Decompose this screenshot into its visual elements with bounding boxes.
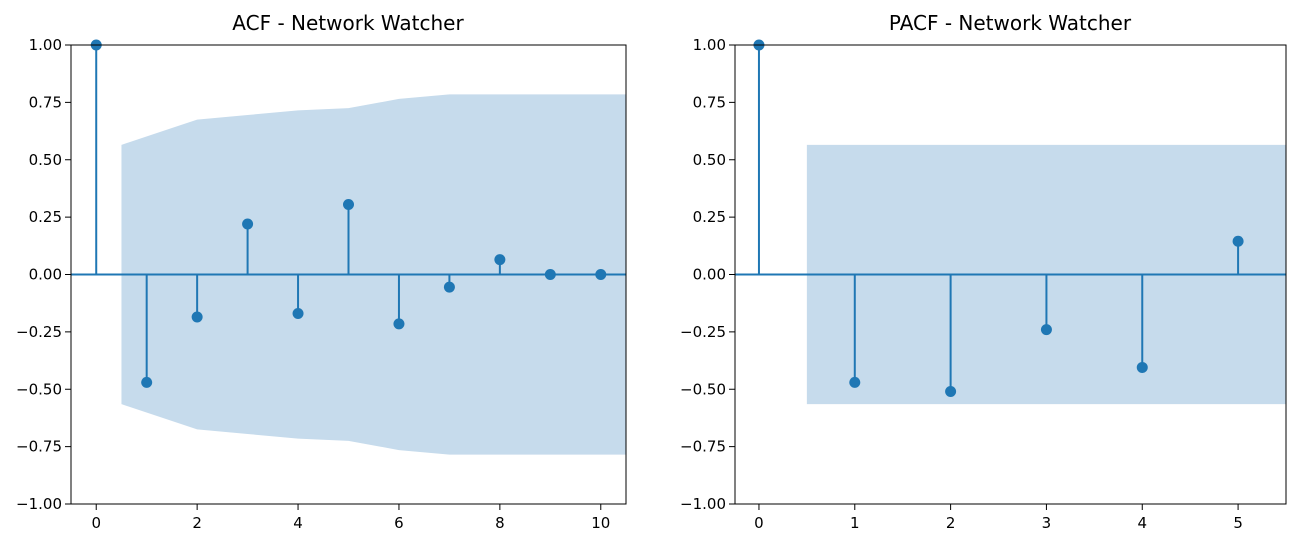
acf-marker-lag-3 xyxy=(242,218,254,230)
pacf-y-tick-label: 0.75 xyxy=(693,93,726,111)
acf-title: ACF - Network Watcher xyxy=(232,11,464,35)
acf-marker-lag-1 xyxy=(141,376,153,388)
pacf-y-tick-label: −0.50 xyxy=(680,380,726,398)
acf-y-tick-label: −0.25 xyxy=(16,323,62,341)
acf-marker-lag-6 xyxy=(393,318,405,330)
pacf-x-tick-label: 3 xyxy=(1042,514,1052,532)
acf-marker-lag-7 xyxy=(443,281,455,293)
acf-x-tick-label: 6 xyxy=(394,514,404,532)
acf-marker-lag-2 xyxy=(191,311,203,323)
pacf-y-tick-label: 0.00 xyxy=(693,266,726,284)
pacf-y-tick-label: −1.00 xyxy=(680,495,726,513)
acf-marker-lag-10 xyxy=(595,269,607,280)
pacf-panel: PACF - Network Watcher −1.00 −0.75 −0.50 −0… xyxy=(680,11,1287,532)
acf-marker-lag-4 xyxy=(292,308,304,320)
acf-marker-lag-5 xyxy=(343,199,354,211)
acf-x-tick-label: 4 xyxy=(293,514,303,532)
acf-panel: ACF - Network Watcher −1.00 −0.75 −0.50 −0.… xyxy=(16,11,627,532)
pacf-marker-lag-4 xyxy=(1136,361,1148,373)
pacf-y-tick-label: 1.00 xyxy=(693,36,726,54)
pacf-marker-lag-5 xyxy=(1232,235,1244,247)
acf-y-tick-label: −1.00 xyxy=(16,495,62,513)
acf-x-tick-label: 0 xyxy=(91,514,101,532)
pacf-x-tick-label: 1 xyxy=(850,514,860,532)
pacf-title: PACF - Network Watcher xyxy=(889,11,1132,35)
pacf-y-tick-label: 0.25 xyxy=(693,208,726,226)
pacf-x-tick-label: 5 xyxy=(1233,514,1243,532)
acf-marker-lag-8 xyxy=(494,254,506,266)
acf-y-tick-label: 0.00 xyxy=(29,266,62,284)
acf-marker-lag-9 xyxy=(544,269,556,280)
pacf-y-tick-label: 0.50 xyxy=(693,151,726,169)
pacf-marker-lag-3 xyxy=(1040,324,1052,336)
acf-x-tick-label: 8 xyxy=(495,514,505,532)
pacf-x-tick-label: 4 xyxy=(1137,514,1147,532)
pacf-x-tick-label: 0 xyxy=(754,514,764,532)
acf-y-tick-label: −0.75 xyxy=(16,438,62,456)
pacf-marker-lag-1 xyxy=(849,376,861,388)
acf-x-tick-label: 10 xyxy=(591,514,610,532)
acf-y-tick-label: 1.00 xyxy=(29,36,62,54)
pacf-marker-lag-2 xyxy=(945,386,957,398)
pacf-x-tick-label: 2 xyxy=(946,514,956,532)
acf-y-tick-label: 0.75 xyxy=(29,93,62,111)
pacf-y-tick-label: −0.25 xyxy=(680,323,726,341)
pacf-y-tick-label: −0.75 xyxy=(680,438,726,456)
acf-x-tick-label: 2 xyxy=(192,514,202,532)
acf-y-tick-label: −0.50 xyxy=(16,380,62,398)
acf-y-tick-label: 0.50 xyxy=(29,151,62,169)
acf-y-tick-label: 0.25 xyxy=(29,208,62,226)
